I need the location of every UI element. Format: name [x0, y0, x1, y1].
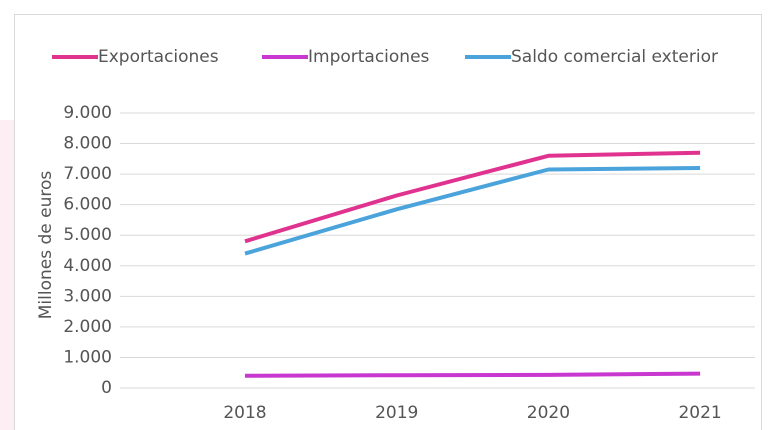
chart-frame: [14, 14, 762, 430]
y-tick-label: 4.000: [63, 256, 112, 276]
y-tick-label: 8.000: [63, 134, 112, 154]
y-tick-label: 3.000: [63, 286, 112, 306]
line-series: [244, 371, 701, 378]
x-tick-label: 2020: [527, 403, 570, 423]
y-axis-label: Millones de euros: [36, 171, 56, 320]
x-tick-label: 2018: [223, 403, 266, 423]
line-series: [244, 150, 701, 244]
y-tick-label: 7.000: [63, 164, 112, 184]
y-tick-label: 9.000: [63, 103, 112, 123]
y-tick-label: 0: [101, 378, 112, 398]
legend-label: Importaciones: [308, 47, 430, 67]
legend-label: Saldo comercial exterior: [511, 47, 718, 67]
x-tick-label: 2019: [375, 403, 418, 423]
y-tick-label: 2.000: [63, 317, 112, 337]
x-tick-label: 2021: [678, 403, 721, 423]
legend-label: Exportaciones: [98, 47, 219, 67]
y-tick-label: 6.000: [63, 195, 112, 215]
side-strip: [0, 120, 14, 430]
y-tick-label: 5.000: [63, 225, 112, 245]
y-tick-label: 1.000: [63, 347, 112, 367]
line-series: [244, 166, 701, 256]
